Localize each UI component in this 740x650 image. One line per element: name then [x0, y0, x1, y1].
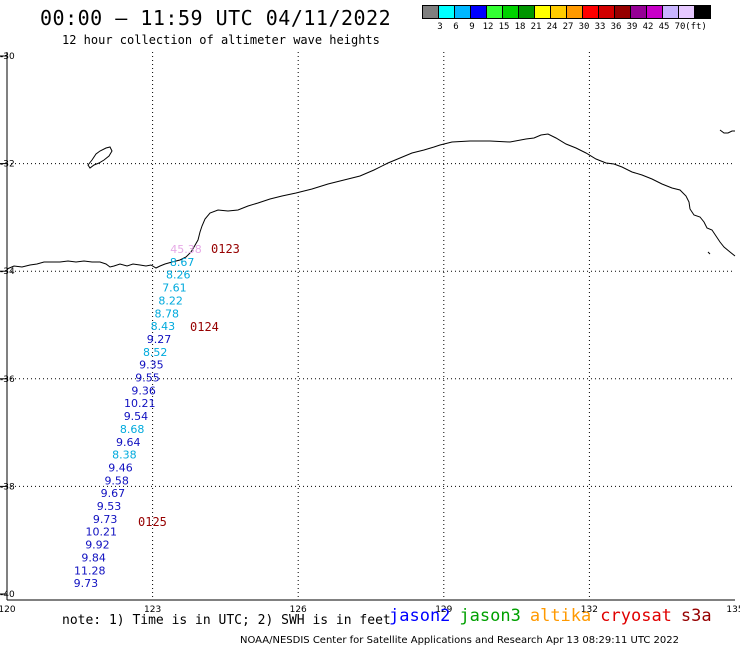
wave-height-values: 45.388.678.267.618.228.788.439.278.529.3…: [74, 243, 202, 590]
swh-value: 9.58: [104, 474, 129, 487]
swh-value: 8.67: [170, 256, 195, 269]
satellite-name: cryosat: [600, 606, 672, 626]
lat-label: -34: [0, 267, 15, 277]
satellite-name: s3a: [680, 606, 712, 626]
swh-value: 9.53: [97, 500, 122, 513]
satellite-name: altika: [529, 606, 592, 626]
swh-value: 9.67: [101, 487, 126, 500]
lon-label: 129: [435, 605, 452, 615]
longitude-labels: 120 123 126 129 132 135: [0, 605, 740, 615]
legend-label: 15: [498, 22, 510, 32]
legend-label: 36: [610, 22, 622, 32]
legend-label: 27: [562, 22, 574, 32]
swh-value: 8.78: [155, 307, 180, 320]
lon-label: 120: [0, 605, 16, 615]
pass-label: 0124: [190, 320, 219, 334]
swh-value: 9.92: [85, 539, 110, 552]
legend-label: 3: [437, 22, 443, 32]
swh-value: 8.38: [112, 449, 137, 462]
swh-value: 8.68: [120, 423, 145, 436]
lat-label: -32: [0, 160, 15, 170]
legend-swatches: [422, 5, 711, 19]
legend-label: 70: [674, 22, 686, 32]
legend-label: 30: [578, 22, 590, 32]
pass-labels: 0123 0124 0125: [138, 242, 240, 529]
lon-label: 132: [581, 605, 598, 615]
swh-value: 9.64: [116, 436, 141, 449]
legend-label: 33: [594, 22, 606, 32]
swh-value: 9.84: [81, 551, 106, 564]
swh-value: 11.28: [74, 564, 106, 577]
legend-label: 12: [482, 22, 494, 32]
swh-value: 10.21: [124, 397, 156, 410]
lat-label: -38: [0, 482, 15, 492]
credit-line: NOAA/NESDIS Center for Satellite Applica…: [240, 635, 679, 646]
swh-value: 8.43: [151, 320, 176, 333]
southern-coastline: [6, 133, 736, 270]
legend-label: 18: [514, 22, 526, 32]
map-border: [6, 52, 735, 601]
lon-label: 126: [290, 605, 307, 615]
coastline: [6, 129, 736, 270]
swh-value: 9.73: [93, 513, 118, 526]
map-subtitle: 12 hour collection of altimeter wave hei…: [62, 33, 380, 47]
satellite-name: jason3: [459, 606, 521, 626]
satellite-name: jason2: [389, 606, 451, 626]
color-legend: 3 6 9 12 15 18 21 24 27 30 33 36 39 42 45 70 (ft): [422, 5, 711, 32]
latitude-labels: -30 -32 -34 -36 -38 -40: [0, 52, 15, 600]
swh-value: 9.35: [139, 359, 164, 372]
grid-lines: [7, 52, 735, 600]
east-inlet: [719, 129, 735, 134]
swh-value: 45.38: [170, 243, 202, 256]
swh-value: 9.46: [108, 461, 133, 474]
legend-label: 6: [453, 22, 459, 32]
legend-label: 9: [469, 22, 475, 32]
swh-value: 9.54: [124, 410, 149, 423]
legend-label: (ft): [685, 22, 707, 32]
legend-label: 45: [658, 22, 670, 32]
swh-value: 8.22: [158, 294, 183, 307]
satellite-legend: jason2 jason3 altika cryosat s3a: [389, 606, 721, 626]
legend-label: 24: [546, 22, 558, 32]
swh-value: 9.73: [74, 577, 99, 590]
legend-label: 39: [626, 22, 638, 32]
lat-label: -30: [0, 52, 15, 62]
lat-label: -36: [0, 375, 15, 385]
lon-label: 123: [144, 605, 161, 615]
swh-value: 8.52: [143, 346, 168, 359]
swh-value: 7.61: [162, 282, 187, 295]
legend-label: 42: [642, 22, 654, 32]
lat-label: -40: [0, 590, 15, 600]
pass-label: 0123: [211, 242, 240, 256]
east-point: [707, 251, 711, 255]
swh-value: 9.27: [147, 333, 172, 346]
swh-value: 9.36: [131, 384, 156, 397]
map-title: 00:00 – 11:59 UTC 04/11/2022: [40, 6, 392, 30]
island-outline: [87, 146, 113, 169]
legend-swatch: [694, 5, 711, 19]
legend-labels: 3 6 9 12 15 18 21 24 27 30 33 36 39 42 45 70 (ft): [422, 22, 740, 34]
swh-value: 10.21: [86, 526, 118, 539]
swh-value: 8.26: [166, 269, 191, 282]
lon-label: 135: [726, 605, 740, 615]
legend-label: 21: [530, 22, 542, 32]
swh-value: 9.55: [135, 372, 160, 385]
units-note: note: 1) Time is in UTC; 2) SWH is in fe…: [62, 613, 391, 628]
pass-label: 0125: [138, 515, 167, 529]
